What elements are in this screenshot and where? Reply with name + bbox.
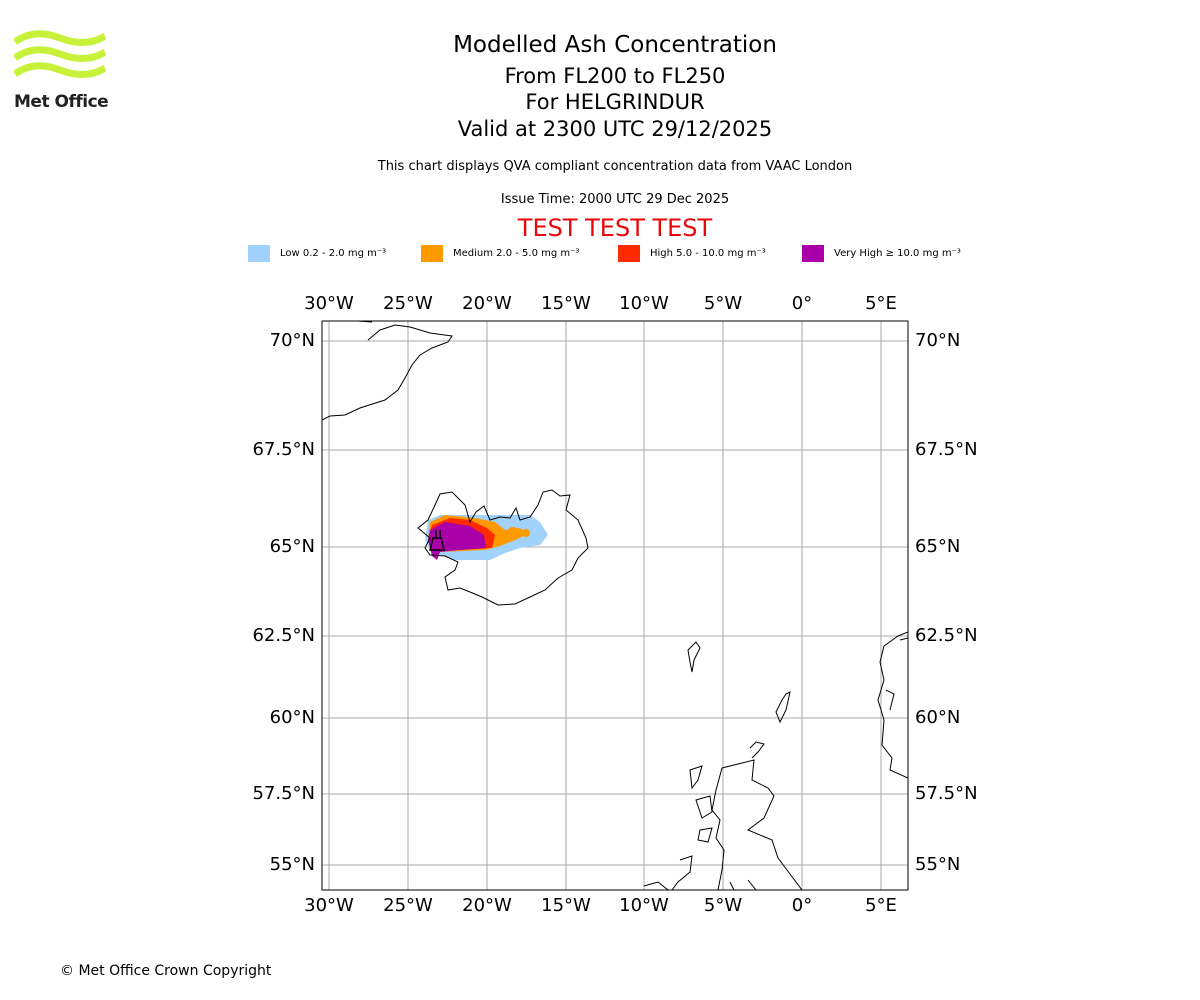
lat-label-right: 57.5°N bbox=[915, 783, 978, 804]
lon-label-bottom: 5°W bbox=[703, 895, 743, 916]
coastline-norway bbox=[877, 631, 908, 779]
logo-text: Met Office bbox=[14, 92, 109, 112]
volcano-name: For HELGRINDUR bbox=[525, 90, 705, 114]
legend-label: Very High ≥ 10.0 mg m⁻³ bbox=[834, 248, 961, 259]
lat-label-left: 70°N bbox=[269, 330, 315, 351]
legend-swatch bbox=[618, 245, 640, 262]
lon-label-top: 0° bbox=[791, 293, 813, 314]
copyright: © Met Office Crown Copyright bbox=[60, 963, 272, 979]
lon-label-top: 5°E bbox=[865, 293, 897, 314]
lat-label-right: 67.5°N bbox=[915, 439, 978, 460]
volcano-marker bbox=[429, 530, 445, 551]
legend-item-very-high: Very High ≥ 10.0 mg m⁻³ bbox=[802, 245, 961, 262]
chart-title: Modelled Ash Concentration bbox=[453, 32, 777, 58]
coastline-shetland bbox=[775, 691, 791, 724]
lat-label-left: 67.5°N bbox=[252, 439, 315, 460]
lon-label-bottom: 25°W bbox=[383, 895, 433, 916]
met-office-logo bbox=[12, 30, 107, 94]
legend-label: High 5.0 - 10.0 mg m⁻³ bbox=[650, 248, 766, 259]
issue-time: Issue Time: 2000 UTC 29 Dec 2025 bbox=[500, 192, 730, 207]
lat-label-right: 55°N bbox=[915, 854, 961, 875]
lon-label-bottom: 0° bbox=[791, 895, 813, 916]
lon-label-top: 10°W bbox=[619, 293, 669, 314]
lat-label-right: 65°N bbox=[915, 536, 961, 557]
ash-plume bbox=[425, 515, 548, 560]
lat-label-right: 70°N bbox=[915, 330, 961, 351]
lat-label-left: 60°N bbox=[269, 707, 315, 728]
coastline-scotland bbox=[643, 741, 803, 890]
flight-levels: From FL200 to FL250 bbox=[504, 64, 726, 88]
lat-label-right: 62.5°N bbox=[915, 625, 978, 646]
valid-time: Valid at 2300 UTC 29/12/2025 bbox=[457, 117, 773, 141]
lon-label-top: 30°W bbox=[304, 293, 354, 314]
coastline-greenland bbox=[322, 321, 453, 421]
legend-item-medium: Medium 2.0 - 5.0 mg m⁻³ bbox=[421, 245, 579, 262]
lon-label-bottom: 30°W bbox=[304, 895, 354, 916]
legend-item-low: Low 0.2 - 2.0 mg m⁻³ bbox=[248, 245, 386, 262]
legend-swatch bbox=[248, 245, 270, 262]
test-banner: TEST TEST TEST bbox=[517, 214, 713, 242]
lon-label-bottom: 10°W bbox=[619, 895, 669, 916]
coastline-faroe bbox=[687, 641, 701, 673]
legend-item-high: High 5.0 - 10.0 mg m⁻³ bbox=[618, 245, 766, 262]
lat-label-right: 60°N bbox=[915, 707, 961, 728]
coastline-iceland bbox=[417, 489, 589, 606]
lat-label-left: 57.5°N bbox=[252, 783, 315, 804]
graticule bbox=[322, 321, 908, 890]
lon-label-top: 15°W bbox=[541, 293, 591, 314]
lat-label-left: 55°N bbox=[269, 854, 315, 875]
legend-label: Low 0.2 - 2.0 mg m⁻³ bbox=[280, 248, 387, 259]
logo-waves-icon bbox=[12, 30, 107, 78]
lat-label-left: 65°N bbox=[269, 536, 315, 557]
lat-label-left: 62.5°N bbox=[252, 625, 315, 646]
lon-label-bottom: 5°E bbox=[865, 895, 897, 916]
legend-label: Medium 2.0 - 5.0 mg m⁻³ bbox=[453, 248, 580, 259]
lon-label-top: 5°W bbox=[703, 293, 743, 314]
subtitle: This chart displays QVA compliant concen… bbox=[377, 159, 853, 174]
legend-swatch bbox=[421, 245, 443, 262]
lon-label-bottom: 20°W bbox=[462, 895, 512, 916]
legend-swatch bbox=[802, 245, 824, 262]
lon-label-bottom: 15°W bbox=[541, 895, 591, 916]
map-frame bbox=[321, 320, 909, 891]
lon-label-top: 25°W bbox=[383, 293, 433, 314]
lon-label-top: 20°W bbox=[462, 293, 512, 314]
